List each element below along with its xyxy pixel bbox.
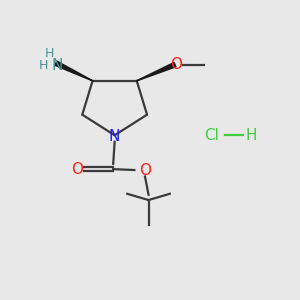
Polygon shape bbox=[55, 61, 93, 81]
Text: H: H bbox=[39, 59, 48, 72]
Text: N: N bbox=[109, 129, 120, 144]
Text: O: O bbox=[71, 162, 83, 177]
Text: N: N bbox=[52, 58, 63, 73]
Text: H: H bbox=[45, 47, 54, 60]
Text: H: H bbox=[246, 128, 257, 143]
Polygon shape bbox=[137, 62, 176, 81]
Text: O: O bbox=[170, 57, 182, 72]
Text: O: O bbox=[139, 163, 151, 178]
Text: Cl: Cl bbox=[204, 128, 219, 143]
